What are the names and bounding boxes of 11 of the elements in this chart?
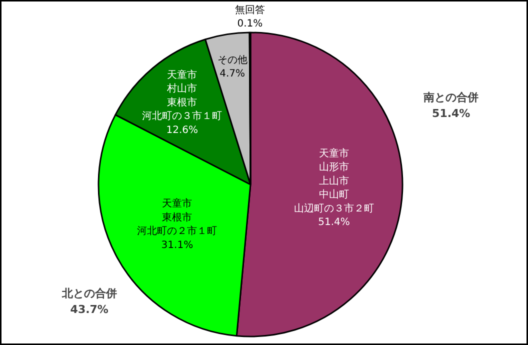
slice-label: 天童市東根市河北町の２市１町 [137,198,218,238]
text: 南との合併 51.4% [422,91,479,120]
data-label: 51.4% [318,217,350,228]
slice-label: その他 [217,54,248,66]
data-label: 31.1% [161,240,194,251]
data-label: 0.1% [237,18,263,30]
text: 北との合併 43.7% [60,287,117,316]
slice-label: 無回答 [234,4,265,16]
slice-label: 天童市山形市上山市中山町山辺町の３市２町 [294,147,374,214]
data-label: 4.7% [220,68,246,80]
data-label: 12.6% [166,124,198,136]
